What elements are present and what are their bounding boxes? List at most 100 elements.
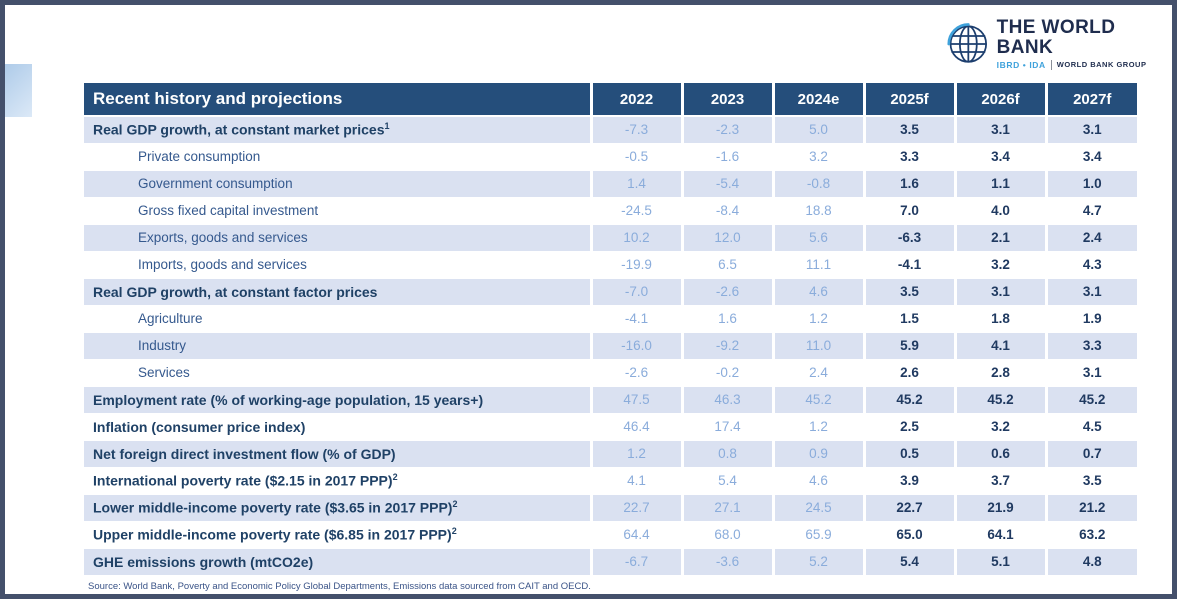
table-title: Recent history and projections: [84, 83, 591, 117]
cell-value: 45.2: [771, 386, 864, 414]
cell-value: -2.6: [589, 359, 682, 387]
row-label: Employment rate (% of working-age popula…: [84, 386, 591, 414]
left-accent-bar: [5, 64, 32, 117]
cell-value: 11.1: [771, 251, 864, 279]
row-label: Imports, goods and services: [84, 251, 591, 279]
cell-value: 45.2: [1044, 386, 1137, 414]
row-label: Real GDP growth, at constant market pric…: [84, 116, 591, 144]
cell-value: 21.9: [953, 494, 1046, 522]
cell-value: 0.6: [953, 440, 1046, 468]
row-label: International poverty rate ($2.15 in 201…: [84, 467, 591, 495]
cell-value: 6.5: [680, 251, 773, 279]
logo-ibrd-ida: IBRD • IDA: [996, 59, 1046, 70]
table-row: Services -2.6 -0.2 2.4 2.6 2.8 3.1: [84, 359, 1137, 387]
cell-value: 5.9: [862, 332, 955, 360]
cell-value: 4.8: [1044, 548, 1137, 576]
cell-value: -0.8: [771, 170, 864, 198]
cell-value: -6.7: [589, 548, 682, 576]
world-bank-globe-icon: [947, 23, 988, 63]
source-note: Source: World Bank, Poverty and Economic…: [88, 581, 591, 592]
cell-value: 21.2: [1044, 494, 1137, 522]
cell-value: 1.9: [1044, 305, 1137, 333]
cell-value: 3.1: [1044, 116, 1137, 144]
cell-value: 1.2: [589, 440, 682, 468]
row-label: Services: [84, 359, 591, 387]
cell-value: 1.2: [771, 305, 864, 333]
cell-value: -0.5: [589, 143, 682, 171]
cell-value: -1.6: [680, 143, 773, 171]
footnote-marker: 2: [452, 499, 458, 510]
cell-value: 64.1: [953, 521, 1046, 549]
cell-value: 11.0: [771, 332, 864, 360]
cell-value: 24.5: [771, 494, 864, 522]
cell-value: -8.4: [680, 197, 773, 225]
cell-value: 65.0: [862, 521, 955, 549]
row-label: Net foreign direct investment flow (% of…: [84, 440, 591, 468]
cell-value: -19.9: [589, 251, 682, 279]
table-row: Net foreign direct investment flow (% of…: [84, 440, 1137, 468]
cell-value: 68.0: [680, 521, 773, 549]
cell-value: -16.0: [589, 332, 682, 360]
cell-value: 3.5: [1044, 467, 1137, 495]
row-label: Industry: [84, 332, 591, 360]
cell-value: 4.1: [589, 467, 682, 495]
world-bank-logo-text: THE WORLD BANK IBRD • IDA WORLD BANK GRO…: [997, 18, 1172, 70]
table-row: Imports, goods and services -19.9 6.5 11.1-…: [84, 251, 1137, 279]
table-row: Upper middle-income poverty rate ($6.85 …: [84, 521, 1137, 549]
cell-value: 5.6: [771, 224, 864, 252]
cell-value: 12.0: [680, 224, 773, 252]
row-label: Lower middle-income poverty rate ($3.65 …: [84, 494, 591, 522]
row-label: Private consumption: [84, 143, 591, 171]
cell-value: 0.9: [771, 440, 864, 468]
cell-value: 0.8: [680, 440, 773, 468]
cell-value: 65.9: [771, 521, 864, 549]
cell-value: 2.1: [953, 224, 1046, 252]
cell-value: 47.5: [589, 386, 682, 414]
cell-value: -4.1: [862, 251, 955, 279]
cell-value: 3.9: [862, 467, 955, 495]
cell-value: 5.0: [771, 116, 864, 144]
cell-value: 27.1: [680, 494, 773, 522]
cell-value: 3.7: [953, 467, 1046, 495]
cell-value: 63.2: [1044, 521, 1137, 549]
footnote-marker: 2: [392, 472, 398, 483]
cell-value: -4.1: [589, 305, 682, 333]
cell-value: -0.2: [680, 359, 773, 387]
logo-divider: [1050, 59, 1052, 70]
column-header-2027f: 2027f: [1044, 83, 1137, 117]
cell-value: 4.7: [1044, 197, 1137, 225]
cell-value: 1.8: [953, 305, 1046, 333]
table-row: Real GDP growth, at constant factor pric…: [84, 278, 1137, 306]
column-header-2024e: 2024e: [771, 83, 864, 117]
cell-value: 4.3: [1044, 251, 1137, 279]
cell-value: 5.2: [771, 548, 864, 576]
table-row: Real GDP growth, at constant market pric…: [84, 116, 1137, 144]
cell-value: 22.7: [862, 494, 955, 522]
cell-value: 45.2: [862, 386, 955, 414]
row-label: Gross fixed capital investment: [84, 197, 591, 225]
cell-value: -3.6: [680, 548, 773, 576]
table-row: Private consumption -0.5 -1.6 3.2 3.3 3.4 3.4: [84, 143, 1137, 171]
column-header-2023: 2023: [680, 83, 773, 117]
cell-value: 3.5: [862, 278, 955, 306]
cell-value: 4.0: [953, 197, 1046, 225]
logo-title: THE WORLD BANK: [996, 17, 1116, 58]
cell-value: 1.6: [862, 170, 955, 198]
table-row: Agriculture -4.1 1.6 1.2 1.5 1.8 1.9: [84, 305, 1137, 333]
cell-value: 5.4: [862, 548, 955, 576]
table-row: Inflation (consumer price index) 46.4 17.4…: [84, 413, 1137, 441]
cell-value: 3.2: [953, 413, 1046, 441]
row-label: Government consumption: [84, 170, 591, 198]
column-header-2025f: 2025f: [862, 83, 955, 117]
footnote-marker: 1: [384, 121, 390, 132]
cell-value: 2.4: [771, 359, 864, 387]
cell-value: 2.4: [1044, 224, 1137, 252]
cell-value: 46.3: [680, 386, 773, 414]
table-row: Exports, goods and services 10.2 12.0 5.6 -6…: [84, 224, 1137, 252]
cell-value: 1.4: [589, 170, 682, 198]
cell-value: 5.4: [680, 467, 773, 495]
cell-value: 4.6: [771, 467, 864, 495]
row-label: GHE emissions growth (mtCO2e): [84, 548, 591, 576]
column-header-2026f: 2026f: [953, 83, 1046, 117]
